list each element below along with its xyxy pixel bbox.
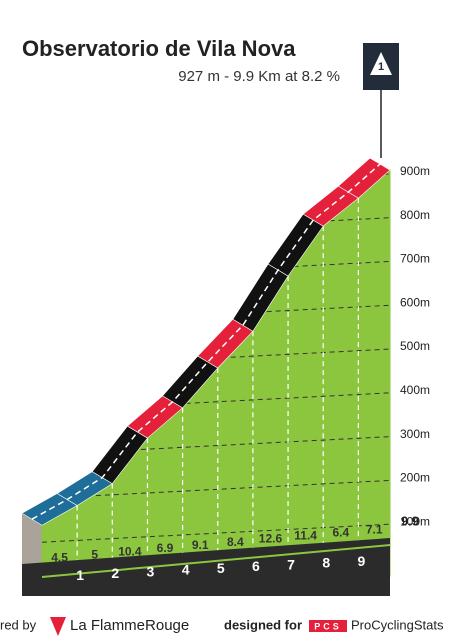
gradient-label: 9.1	[192, 538, 209, 552]
gradient-label: 6.4	[332, 525, 349, 539]
x-tick-label: 9.9	[401, 513, 419, 528]
y-tick-label: 400m	[400, 383, 430, 397]
x-tick-label: 9	[357, 553, 365, 569]
y-tick-label: 800m	[400, 208, 430, 222]
gradient-label: 8.4	[227, 535, 244, 549]
gradient-label: 4.5	[51, 551, 68, 565]
pcs-logo: PCS	[314, 621, 342, 631]
x-tick-label: 6	[252, 558, 260, 574]
footer-brand: La FlammeRouge	[70, 617, 189, 634]
x-tick-label: 2	[111, 565, 119, 581]
x-tick-label: 3	[147, 563, 155, 579]
badge-icon	[370, 52, 392, 75]
x-tick-label: 1	[76, 567, 84, 583]
profile-area	[287, 224, 324, 577]
category-label: 1	[378, 61, 384, 73]
x-tick-label: 8	[322, 555, 330, 571]
y-tick-label: 100m	[400, 514, 430, 528]
left-face	[22, 513, 42, 576]
footer: red by La FlammeRouge designed for PCS P…	[0, 617, 444, 636]
gradient-label: 10.4	[118, 544, 142, 558]
x-tick-label: 7	[287, 556, 295, 572]
pcs-logo-box	[309, 620, 347, 632]
x-tick-label: 4	[182, 562, 190, 578]
footer-powered: red by	[0, 617, 37, 632]
gradient-label: 6.9	[157, 541, 174, 555]
chart-subtitle: 927 m - 9.9 Km at 8.2 %	[178, 68, 340, 85]
flamme-logo	[50, 617, 66, 636]
gradient-label: 12.6	[259, 532, 283, 546]
footer-designed: designed for	[224, 617, 302, 632]
gradient-label: 11.4	[294, 528, 317, 542]
chart-title: Observatorio de Vila Nova	[22, 36, 296, 61]
y-tick-label: 500m	[400, 339, 430, 353]
x-tick-label: 5	[217, 560, 225, 576]
y-tick-label: 200m	[400, 471, 430, 485]
profile-area	[322, 197, 359, 577]
y-tick-label: 300m	[400, 427, 430, 441]
road-centerline	[31, 163, 381, 520]
footer-pcs: ProCyclingStats	[351, 617, 444, 632]
grid-line	[42, 479, 390, 499]
gradient-label: 7.1	[366, 522, 383, 536]
y-tick-label: 700m	[400, 252, 430, 266]
ground-top	[42, 544, 390, 578]
grid-line	[42, 523, 390, 543]
gradient-label: 5	[91, 547, 98, 561]
y-tick-label: 900m	[400, 164, 430, 178]
y-tick-label: 600m	[400, 295, 430, 309]
profile-area	[357, 168, 391, 577]
